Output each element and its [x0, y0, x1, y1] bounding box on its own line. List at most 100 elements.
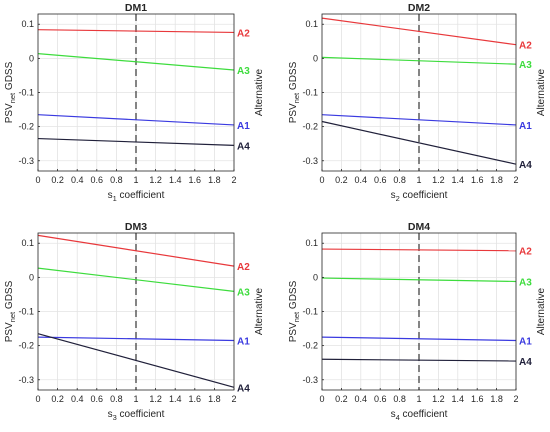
- x-tick-label: 0.2: [51, 394, 64, 404]
- series-line-a4: [37, 333, 235, 388]
- series-line-a1: [37, 336, 235, 342]
- x-tick-label: 1.2: [149, 175, 162, 185]
- series-line-a3: [321, 56, 517, 65]
- y-tick-label: -0.2: [18, 341, 34, 351]
- series-line-a3: [37, 267, 235, 292]
- series-label-a1: A1: [237, 337, 250, 348]
- series-line-a1: [37, 114, 235, 126]
- series-label-a2: A2: [237, 28, 250, 39]
- x-tick-label: 1.8: [208, 175, 221, 185]
- y-tick-label: 0.1: [21, 19, 34, 29]
- x-tick-label: 0.4: [71, 394, 84, 404]
- x-tick-label: 1.2: [432, 394, 445, 404]
- y-tick-label: -0.1: [18, 307, 34, 317]
- series-label-a1: A1: [519, 121, 532, 132]
- x-axis-label: s4 coefficient: [391, 409, 448, 422]
- series-line-a2: [37, 234, 235, 267]
- x-tick-label: 1.4: [452, 175, 465, 185]
- x-tick-label: 0.8: [393, 175, 406, 185]
- series-label-a4: A4: [519, 160, 532, 171]
- x-tick-label: 2: [513, 394, 518, 404]
- y-axis-label: PSVnet GDSS: [4, 61, 17, 123]
- y-tick-label: -0.3: [18, 375, 34, 385]
- x-tick-label: 0.6: [91, 394, 104, 404]
- x-tick-label: 0.8: [110, 394, 123, 404]
- series-label-a4: A4: [519, 357, 532, 368]
- x-tick-label: 2: [513, 175, 518, 185]
- series-label-a1: A1: [237, 121, 250, 132]
- y2-axis-label: Alternative: [254, 68, 265, 116]
- x-tick-label: 1.6: [189, 394, 202, 404]
- series-line-a2: [321, 17, 517, 46]
- series-line-a1: [321, 336, 517, 342]
- chart-title: DM4: [408, 221, 430, 233]
- x-tick-label: 0.2: [335, 394, 348, 404]
- x-tick-label: 1.4: [169, 175, 182, 185]
- y-tick-label: -0.1: [302, 88, 318, 98]
- x-tick-label: 0: [35, 175, 40, 185]
- series-line-a4: [321, 120, 517, 165]
- y-axis-label: PSVnet GDSS: [288, 280, 301, 342]
- series-line-a3: [37, 52, 235, 71]
- y-tick-label: 0: [29, 53, 34, 63]
- x-tick-label: 1.6: [471, 394, 484, 404]
- y-tick-label: 0: [29, 272, 34, 282]
- y-tick-label: -0.3: [302, 375, 318, 385]
- y2-axis-label: Alternative: [254, 287, 265, 335]
- x-tick-label: 0: [319, 175, 324, 185]
- y-tick-label: -0.3: [302, 156, 318, 166]
- x-tick-label: 0: [35, 394, 40, 404]
- y-tick-label: -0.2: [18, 122, 34, 132]
- x-tick-label: 1: [416, 394, 421, 404]
- y-tick-label: 0.1: [21, 238, 34, 248]
- series-label-a2: A2: [237, 262, 250, 273]
- x-tick-label: 0.4: [355, 175, 368, 185]
- x-tick-label: 0.4: [355, 394, 368, 404]
- x-axis-label: s1 coefficient: [108, 190, 165, 203]
- x-tick-label: 2: [231, 175, 236, 185]
- x-tick-label: 1.6: [189, 175, 202, 185]
- y-tick-label: -0.2: [302, 341, 318, 351]
- x-tick-label: 0.8: [110, 175, 123, 185]
- series-label-a4: A4: [237, 141, 250, 152]
- series-line-a2: [37, 29, 235, 34]
- y-axis-label: PSVnet GDSS: [4, 280, 17, 342]
- chart-title: DM3: [125, 221, 147, 233]
- series-label-a3: A3: [237, 287, 250, 298]
- series-line-a4: [37, 137, 235, 147]
- series-line-a1: [321, 114, 517, 126]
- y-tick-label: 0: [313, 53, 318, 63]
- y-tick-label: -0.3: [18, 156, 34, 166]
- y-tick-label: -0.1: [18, 88, 34, 98]
- x-axis-label: s2 coefficient: [391, 190, 448, 203]
- x-tick-label: 1: [416, 175, 421, 185]
- y-tick-label: -0.2: [302, 122, 318, 132]
- series-line-a4: [321, 358, 517, 362]
- series-label-a1: A1: [519, 337, 532, 348]
- x-tick-label: 1.8: [490, 175, 503, 185]
- y-tick-label: 0: [313, 272, 318, 282]
- x-tick-label: 1.6: [471, 175, 484, 185]
- y2-axis-label: Alternative: [536, 68, 547, 116]
- x-tick-label: 1: [133, 175, 138, 185]
- x-tick-label: 1.4: [169, 394, 182, 404]
- series-label-a2: A2: [519, 41, 532, 52]
- chart-title: DM1: [125, 2, 147, 14]
- y-tick-label: 0.1: [305, 19, 318, 29]
- series-label-a2: A2: [519, 247, 532, 258]
- series-label-a3: A3: [519, 60, 532, 71]
- x-axis-label: s3 coefficient: [108, 409, 165, 422]
- x-tick-label: 0.4: [71, 175, 84, 185]
- series-line-a3: [321, 277, 517, 283]
- series-label-a3: A3: [237, 66, 250, 77]
- x-tick-label: 0.6: [374, 394, 387, 404]
- y2-axis-label: Alternative: [536, 287, 547, 335]
- x-tick-label: 1.2: [432, 175, 445, 185]
- x-tick-label: 1.4: [452, 394, 465, 404]
